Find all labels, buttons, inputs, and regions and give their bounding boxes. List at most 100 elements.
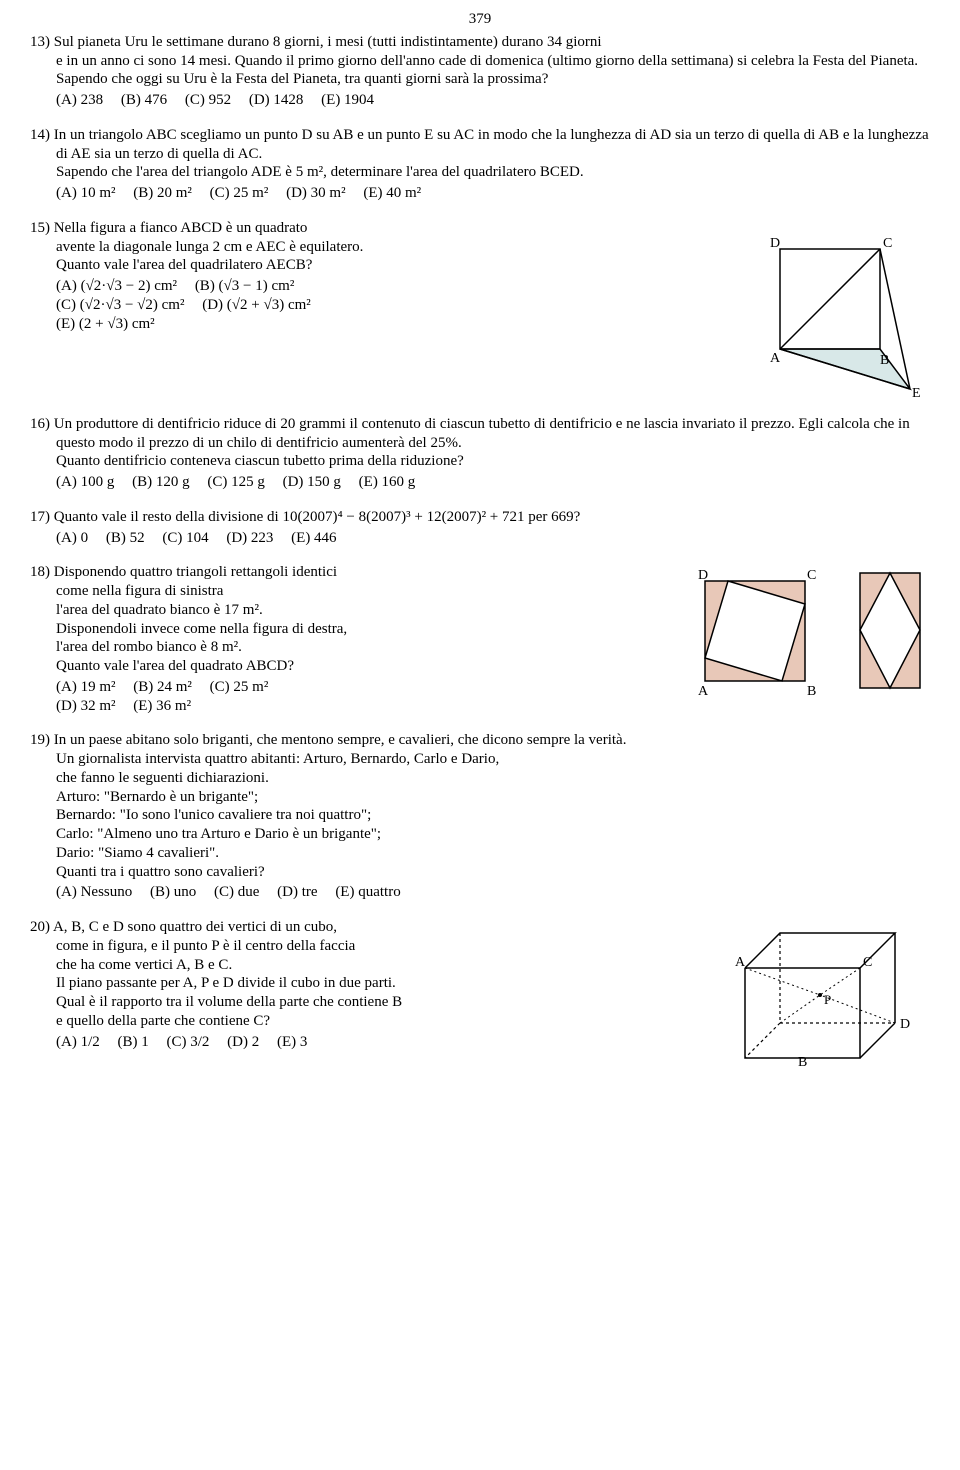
q19-line7: Dario: "Siamo 4 cavalieri". bbox=[56, 844, 930, 863]
q18-num: 18) bbox=[30, 564, 50, 580]
q18-line3: l'area del quadrato bianco è 17 m². bbox=[56, 601, 670, 620]
q19-a: (A) Nessuno bbox=[56, 884, 132, 900]
q13-line2: e in un anno ci sono 14 mesi. Quando il … bbox=[56, 52, 930, 71]
q13-d: (D) 1428 bbox=[249, 92, 304, 108]
q16-e: (E) 160 g bbox=[359, 474, 416, 490]
svg-text:B: B bbox=[798, 1055, 807, 1070]
q15-a: (A) (√2·√3 − 2) cm² bbox=[56, 278, 177, 294]
svg-text:B: B bbox=[880, 353, 889, 368]
svg-text:D: D bbox=[770, 236, 780, 251]
q17-answers: (A) 0 (B) 52 (C) 104 (D) 223 (E) 446 bbox=[30, 529, 930, 548]
q18-e: (E) 36 m² bbox=[133, 698, 191, 714]
q15-figure: A B C D E bbox=[750, 219, 930, 399]
q16-line2: Quanto dentifricio conteneva ciascun tub… bbox=[56, 452, 930, 471]
svg-text:A: A bbox=[698, 684, 709, 699]
q20-line1: A, B, C e D sono quattro dei vertici di … bbox=[53, 919, 337, 935]
page-number: 379 bbox=[30, 10, 930, 29]
svg-text:B: B bbox=[807, 684, 816, 699]
q20-num: 20) bbox=[30, 919, 50, 935]
q14-d: (D) 30 m² bbox=[286, 185, 346, 201]
question-13: 13) Sul pianeta Uru le settimane durano … bbox=[30, 33, 930, 110]
q20-line6: e quello della parte che contiene C? bbox=[56, 1012, 700, 1031]
q18-figure: D C A B bbox=[690, 563, 930, 703]
q19-line1: In un paese abitano solo briganti, che m… bbox=[54, 732, 627, 748]
q13-c: (C) 952 bbox=[185, 92, 231, 108]
q19-line8: Quanti tra i quattro sono cavalieri? bbox=[56, 863, 930, 882]
q15-num: 15) bbox=[30, 220, 50, 236]
q15-b: (B) (√3 − 1) cm² bbox=[195, 278, 295, 294]
q18-line5: l'area del rombo bianco è 8 m². bbox=[56, 638, 670, 657]
q14-line1: In un triangolo ABC scegliamo un punto D… bbox=[54, 127, 929, 162]
q19-line2: Un giornalista intervista quattro abitan… bbox=[56, 750, 930, 769]
q20-line5: Qual è il rapporto tra il volume della p… bbox=[56, 993, 700, 1012]
q20-b: (B) 1 bbox=[118, 1034, 149, 1050]
q14-a: (A) 10 m² bbox=[56, 185, 116, 201]
question-15: 15) Nella figura a fianco ABCD è un quad… bbox=[30, 219, 930, 399]
q20-line2: come in figura, e il punto P è il centro… bbox=[56, 937, 700, 956]
q20-figure: A B C D P bbox=[720, 918, 930, 1078]
q18-line2: come nella figura di sinistra bbox=[56, 582, 670, 601]
q20-answers: (A) 1/2 (B) 1 (C) 3/2 (D) 2 (E) 3 bbox=[30, 1033, 700, 1052]
q17-a: (A) 0 bbox=[56, 530, 88, 546]
q13-e: (E) 1904 bbox=[321, 92, 374, 108]
q19-line4: Arturo: "Bernardo è un brigante"; bbox=[56, 788, 930, 807]
q14-line2: Sapendo che l'area del triangolo ADE è 5… bbox=[56, 163, 930, 182]
q13-b: (B) 476 bbox=[121, 92, 167, 108]
svg-text:C: C bbox=[883, 236, 892, 251]
svg-text:E: E bbox=[912, 386, 921, 399]
q13-a: (A) 238 bbox=[56, 92, 103, 108]
q15-e: (E) (2 + √3) cm² bbox=[56, 316, 155, 332]
q16-c: (C) 125 g bbox=[207, 474, 265, 490]
question-18: 18) Disponendo quattro triangoli rettang… bbox=[30, 563, 930, 715]
q13-line3: Sapendo che oggi su Uru è la Festa del P… bbox=[56, 70, 930, 89]
q13-num: 13) bbox=[30, 34, 50, 50]
svg-text:A: A bbox=[735, 955, 746, 970]
q18-d: (D) 32 m² bbox=[56, 698, 116, 714]
q14-b: (B) 20 m² bbox=[133, 185, 192, 201]
q18-b: (B) 24 m² bbox=[133, 679, 192, 695]
q17-text: Quanto vale il resto della divisione di … bbox=[54, 509, 581, 525]
q16-line1: Un produttore di dentifricio riduce di 2… bbox=[54, 416, 910, 451]
q18-answers: (A) 19 m² (B) 24 m² (C) 25 m² (D) 32 m² … bbox=[30, 678, 670, 716]
q14-e: (E) 40 m² bbox=[363, 185, 421, 201]
q18-line1: Disponendo quattro triangoli rettangoli … bbox=[54, 564, 337, 580]
svg-text:P: P bbox=[824, 992, 831, 1007]
question-17: 17) Quanto vale il resto della divisione… bbox=[30, 508, 930, 548]
q15-line1: Nella figura a fianco ABCD è un quadrato bbox=[54, 220, 308, 236]
q18-c: (C) 25 m² bbox=[210, 679, 269, 695]
q15-line2: avente la diagonale lunga 2 cm e AEC è e… bbox=[56, 238, 730, 257]
question-14: 14) In un triangolo ABC scegliamo un pun… bbox=[30, 126, 930, 203]
q19-line3: che fanno le seguenti dichiarazioni. bbox=[56, 769, 930, 788]
q14-answers: (A) 10 m² (B) 20 m² (C) 25 m² (D) 30 m² … bbox=[30, 184, 930, 203]
q17-num: 17) bbox=[30, 509, 50, 525]
q13-answers: (A) 238 (B) 476 (C) 952 (D) 1428 (E) 190… bbox=[30, 91, 930, 110]
q19-answers: (A) Nessuno (B) uno (C) due (D) tre (E) … bbox=[30, 883, 930, 902]
q19-e: (E) quattro bbox=[335, 884, 400, 900]
q17-b: (B) 52 bbox=[106, 530, 145, 546]
q20-line4: Il piano passante per A, P e D divide il… bbox=[56, 974, 700, 993]
q20-c: (C) 3/2 bbox=[167, 1034, 210, 1050]
q19-c: (C) due bbox=[214, 884, 259, 900]
q20-d: (D) 2 bbox=[227, 1034, 259, 1050]
q17-e: (E) 446 bbox=[291, 530, 336, 546]
q19-num: 19) bbox=[30, 732, 50, 748]
q19-b: (B) uno bbox=[150, 884, 196, 900]
question-19: 19) In un paese abitano solo briganti, c… bbox=[30, 731, 930, 902]
q18-a: (A) 19 m² bbox=[56, 679, 116, 695]
q16-num: 16) bbox=[30, 416, 50, 432]
q15-line3: Quanto vale l'area del quadrilatero AECB… bbox=[56, 256, 730, 275]
q18-line4: Disponendoli invece come nella figura di… bbox=[56, 620, 670, 639]
q17-c: (C) 104 bbox=[162, 530, 208, 546]
q15-answers: (A) (√2·√3 − 2) cm² (B) (√3 − 1) cm² (C)… bbox=[30, 277, 730, 333]
q20-line3: che ha come vertici A, B e C. bbox=[56, 956, 700, 975]
svg-text:C: C bbox=[807, 568, 816, 583]
q16-answers: (A) 100 g (B) 120 g (C) 125 g (D) 150 g … bbox=[30, 473, 930, 492]
q20-a: (A) 1/2 bbox=[56, 1034, 100, 1050]
q18-line6: Quanto vale l'area del quadrato ABCD? bbox=[56, 657, 670, 676]
q14-num: 14) bbox=[30, 127, 50, 143]
q19-line5: Bernardo: "Io sono l'unico cavaliere tra… bbox=[56, 806, 930, 825]
question-16: 16) Un produttore di dentifricio riduce … bbox=[30, 415, 930, 492]
question-20: 20) A, B, C e D sono quattro dei vertici… bbox=[30, 918, 930, 1078]
svg-text:A: A bbox=[770, 351, 781, 366]
q19-line6: Carlo: "Almeno uno tra Arturo e Dario è … bbox=[56, 825, 930, 844]
